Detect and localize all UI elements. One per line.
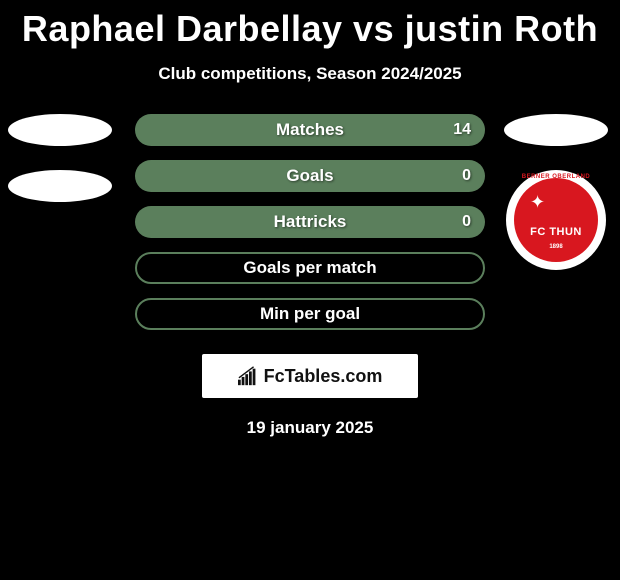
stat-label: Goals per match	[243, 258, 376, 278]
chart-bars-icon	[238, 366, 260, 386]
player1-avatar-placeholder	[8, 114, 112, 146]
club-badge-inner: ✦ FC THUN 1898	[514, 178, 598, 262]
left-avatar-column	[8, 114, 112, 202]
player1-club-placeholder	[8, 170, 112, 202]
stat-bar-min-per-goal: Min per goal	[135, 298, 485, 330]
comparison-content: BERNER OBERLAND ✦ FC THUN 1898 Matches 1…	[0, 114, 620, 438]
stat-value: 0	[462, 167, 471, 185]
watermark: FcTables.com	[202, 354, 418, 398]
stat-value: 0	[462, 213, 471, 231]
watermark-text: FcTables.com	[264, 366, 383, 387]
club-badge-year: 1898	[549, 244, 562, 250]
player2-club-badge: BERNER OBERLAND ✦ FC THUN 1898	[506, 170, 606, 270]
stat-bar-hattricks: Hattricks 0	[135, 206, 485, 238]
stat-label: Goals	[286, 166, 333, 186]
stat-label: Hattricks	[274, 212, 347, 232]
page-subtitle: Club competitions, Season 2024/2025	[0, 64, 620, 84]
stat-value: 14	[453, 121, 471, 139]
stat-bar-goals-per-match: Goals per match	[135, 252, 485, 284]
star-icon: ✦	[530, 192, 545, 213]
stat-bars: Matches 14 Goals 0 Hattricks 0 Goals per…	[135, 114, 485, 330]
page-title: Raphael Darbellay vs justin Roth	[0, 0, 620, 50]
stat-label: Min per goal	[260, 304, 360, 324]
club-badge-main-text: FC THUN	[530, 226, 582, 238]
player2-avatar-placeholder	[504, 114, 608, 146]
right-avatar-column: BERNER OBERLAND ✦ FC THUN 1898	[504, 114, 608, 270]
stat-label: Matches	[276, 120, 344, 140]
stat-bar-matches: Matches 14	[135, 114, 485, 146]
date-label: 19 january 2025	[0, 418, 620, 438]
stat-bar-goals: Goals 0	[135, 160, 485, 192]
